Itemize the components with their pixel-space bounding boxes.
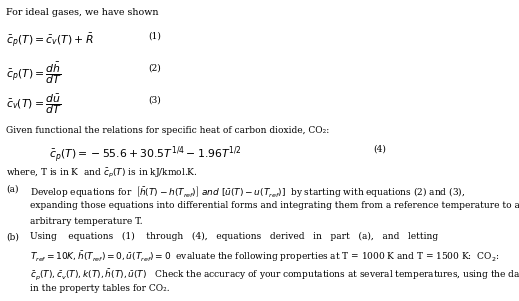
Text: Given functional the relations for specific heat of carbon dioxide, CO₂:: Given functional the relations for speci… xyxy=(6,126,330,135)
Text: For ideal gases, we have shown: For ideal gases, we have shown xyxy=(6,8,159,17)
Text: $\bar{c}_{p}(T)=-55.6+30.5T^{1/4}-1.96T^{1/2}$: $\bar{c}_{p}(T)=-55.6+30.5T^{1/4}-1.96T^… xyxy=(49,144,242,166)
Text: (a): (a) xyxy=(6,184,19,193)
Text: where, T is in K  and $\bar{c}_{p}(T)$ is in kJ/kmol.K.: where, T is in K and $\bar{c}_{p}(T)$ is… xyxy=(6,167,198,180)
Text: $\bar{c}_{p}(T)=\dfrac{d\bar{h}}{dT}$: $\bar{c}_{p}(T)=\dfrac{d\bar{h}}{dT}$ xyxy=(6,60,62,86)
Text: Using    equations   (1)    through   (4),   equations   derived   in   part   (: Using equations (1) through (4), equatio… xyxy=(30,232,438,241)
Text: $T_{ref}=10K,\bar{h}(T_{ref})=0,\bar{u}(T_{ref})=0$  evaluate the following prop: $T_{ref}=10K,\bar{h}(T_{ref})=0,\bar{u}(… xyxy=(30,249,499,264)
Text: (2): (2) xyxy=(148,63,161,72)
Text: in the property tables for CO₂.: in the property tables for CO₂. xyxy=(30,284,169,293)
Text: arbitrary temperature T.: arbitrary temperature T. xyxy=(30,217,142,226)
Text: $\bar{c}_{p}(T)=\bar{c}_{v}(T)+\bar{R}$: $\bar{c}_{p}(T)=\bar{c}_{v}(T)+\bar{R}$ xyxy=(6,32,94,50)
Text: $\bar{c}_{v}(T)=\dfrac{d\bar{u}}{dT}$: $\bar{c}_{v}(T)=\dfrac{d\bar{u}}{dT}$ xyxy=(6,92,62,116)
Text: (1): (1) xyxy=(148,32,161,41)
Text: expanding those equations into differential forms and integrating them from a re: expanding those equations into different… xyxy=(30,201,519,210)
Text: (4): (4) xyxy=(374,144,387,154)
Text: (3): (3) xyxy=(148,95,161,104)
Text: $\bar{c}_{p}(T),\bar{c}_{v}(T),k(T),\bar{h}(T),\bar{u}(T)$   Check the accuracy : $\bar{c}_{p}(T),\bar{c}_{v}(T),k(T),\bar… xyxy=(30,267,519,282)
Text: Develop equations for  $\left[\bar{h}(T)-h(T_{ref})\right]$ $\mathit{and}$ $\lef: Develop equations for $\left[\bar{h}(T)-… xyxy=(30,184,465,200)
Text: (b): (b) xyxy=(6,232,19,241)
